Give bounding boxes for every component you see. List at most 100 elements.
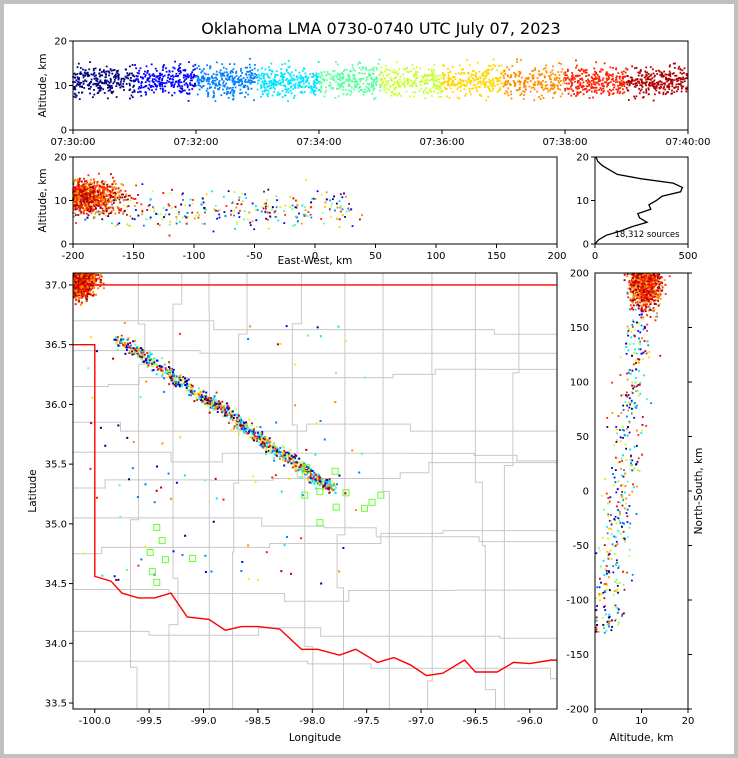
- source-point: [67, 273, 69, 275]
- source-point: [240, 70, 242, 72]
- source-point: [87, 174, 90, 177]
- source-point: [518, 86, 521, 89]
- source-point: [653, 93, 656, 96]
- source-point: [303, 67, 306, 70]
- source-point: [405, 67, 408, 70]
- source-point: [612, 73, 614, 76]
- source-point: [548, 75, 550, 77]
- source-point: [686, 88, 689, 91]
- source-point: [73, 188, 75, 191]
- source-point: [320, 71, 323, 74]
- source-point: [212, 77, 214, 80]
- source-point: [108, 74, 110, 77]
- source-point: [122, 204, 125, 207]
- source-point: [70, 279, 72, 281]
- source-point: [106, 189, 108, 192]
- source-point: [265, 202, 267, 205]
- source-point: [610, 78, 613, 81]
- source-point: [203, 207, 206, 209]
- source-point: [114, 198, 116, 200]
- source-point: [472, 70, 474, 72]
- source-point: [71, 275, 73, 277]
- source-point: [294, 215, 297, 218]
- source-point: [148, 73, 151, 76]
- source-point: [576, 87, 579, 90]
- source-point: [82, 195, 85, 198]
- source-point: [158, 224, 161, 227]
- source-point: [98, 87, 101, 90]
- source-point: [95, 201, 98, 204]
- source-point: [68, 280, 70, 282]
- source-point: [102, 186, 105, 189]
- source-point: [105, 81, 107, 84]
- source-point: [82, 183, 85, 186]
- source-point: [486, 68, 489, 71]
- source-point: [332, 87, 335, 89]
- source-point: [664, 88, 667, 91]
- source-point: [89, 208, 91, 211]
- source-point: [276, 199, 278, 202]
- source-point: [160, 81, 163, 84]
- source-point: [484, 82, 487, 84]
- altitude-time-ylabel: Altitude, km: [37, 53, 49, 117]
- source-point: [69, 274, 71, 276]
- source-point: [686, 86, 689, 89]
- source-point: [375, 66, 378, 69]
- source-point: [225, 205, 228, 207]
- source-point: [289, 206, 292, 209]
- source-point: [91, 197, 93, 200]
- source-point: [582, 81, 585, 84]
- source-point: [645, 84, 647, 87]
- source-point: [346, 68, 348, 71]
- source-point: [132, 79, 135, 82]
- source-point: [679, 78, 682, 81]
- source-point: [475, 72, 477, 74]
- source-point: [645, 81, 648, 83]
- source-point: [90, 193, 93, 196]
- source-point: [261, 205, 264, 208]
- source-point: [86, 216, 89, 219]
- source-point: [90, 81, 92, 84]
- source-point: [74, 208, 77, 211]
- source-point: [133, 80, 135, 83]
- source-point: [188, 204, 191, 207]
- source-point: [415, 85, 418, 88]
- source-point: [410, 69, 412, 72]
- source-point: [110, 191, 113, 193]
- source-point: [575, 59, 577, 62]
- source-point: [668, 65, 671, 68]
- source-point: [482, 77, 485, 80]
- source-point: [231, 77, 234, 80]
- source-point: [94, 280, 97, 283]
- source-point: [67, 273, 69, 275]
- source-point: [181, 193, 184, 196]
- source-point: [490, 68, 493, 71]
- source-point: [87, 207, 89, 210]
- source-point: [660, 75, 663, 78]
- source-point: [378, 73, 381, 76]
- source-point: [69, 286, 71, 288]
- source-point: [104, 180, 107, 183]
- source-point: [336, 206, 339, 209]
- source-point: [110, 185, 113, 188]
- source-point: [561, 68, 564, 71]
- source-point: [100, 195, 103, 197]
- source-point: [291, 204, 294, 207]
- source-point: [80, 205, 83, 208]
- source-point: [344, 215, 346, 218]
- source-point: [185, 92, 188, 95]
- source-point: [207, 73, 210, 76]
- source-point: [167, 91, 170, 94]
- source-point: [68, 279, 70, 281]
- altitude-eastwest-x-tick-label: 200: [547, 251, 566, 262]
- source-point: [370, 82, 373, 84]
- source-point: [621, 73, 624, 76]
- source-point: [410, 84, 413, 87]
- source-point: [101, 200, 104, 203]
- source-point: [460, 84, 462, 87]
- source-point: [440, 77, 443, 80]
- source-point: [326, 73, 328, 76]
- source-point: [227, 190, 230, 193]
- source-point: [506, 83, 509, 85]
- source-point: [682, 76, 685, 79]
